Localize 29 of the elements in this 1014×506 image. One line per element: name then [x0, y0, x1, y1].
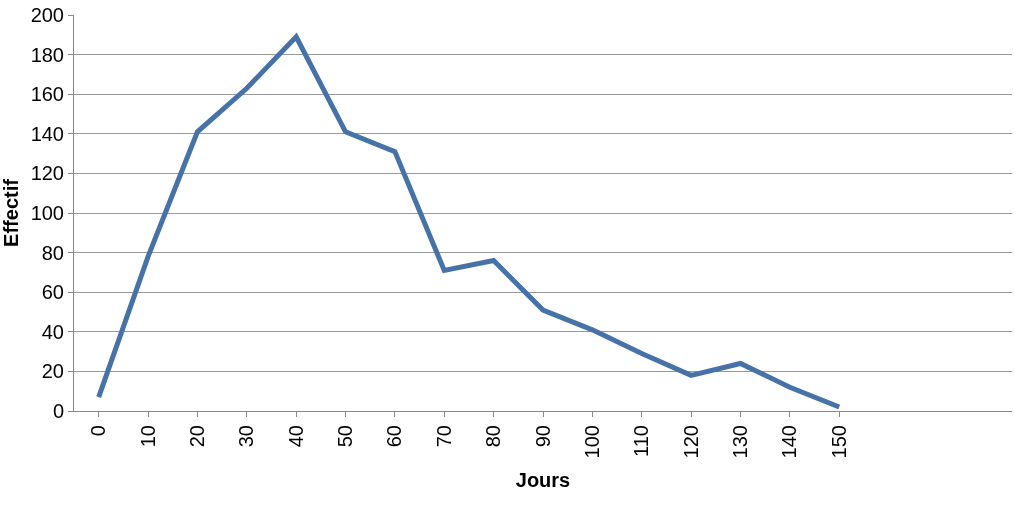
y-tick-label: 80	[41, 241, 64, 264]
y-tick-label: 160	[30, 83, 64, 106]
x-tick-label: 120	[679, 425, 702, 459]
x-tick-label: 10	[136, 425, 159, 448]
y-tick-label: 200	[30, 4, 64, 26]
x-tick-label: 110	[630, 425, 653, 457]
y-tick-label: 60	[41, 281, 64, 304]
y-axis-title: Effectif	[0, 178, 22, 247]
x-tick-label: 90	[531, 425, 554, 448]
x-tick-label: 60	[383, 425, 406, 448]
y-tick-label: 20	[41, 360, 64, 383]
x-tick-label: 80	[482, 425, 505, 448]
y-tick-label: 120	[30, 162, 64, 185]
x-tick-label: 70	[432, 425, 455, 448]
x-tick-label: 100	[580, 425, 603, 459]
y-tick-label: 0	[52, 400, 64, 422]
x-tick-label: 0	[87, 425, 110, 437]
y-tick-label: 140	[30, 122, 64, 145]
y-tick-label: 100	[30, 202, 64, 224]
y-tick-label: 40	[41, 320, 64, 343]
x-tick-label: 50	[334, 425, 357, 448]
x-tick-label: 150	[827, 425, 850, 459]
y-tick-label: 180	[30, 43, 64, 66]
x-tick-label: 130	[728, 425, 751, 459]
x-axis-title: Jours	[515, 468, 571, 491]
x-tick-label: 40	[284, 425, 307, 448]
x-tick-label: 140	[778, 425, 801, 459]
x-tick-label: 30	[235, 425, 258, 448]
x-tick-label: 20	[185, 425, 208, 448]
